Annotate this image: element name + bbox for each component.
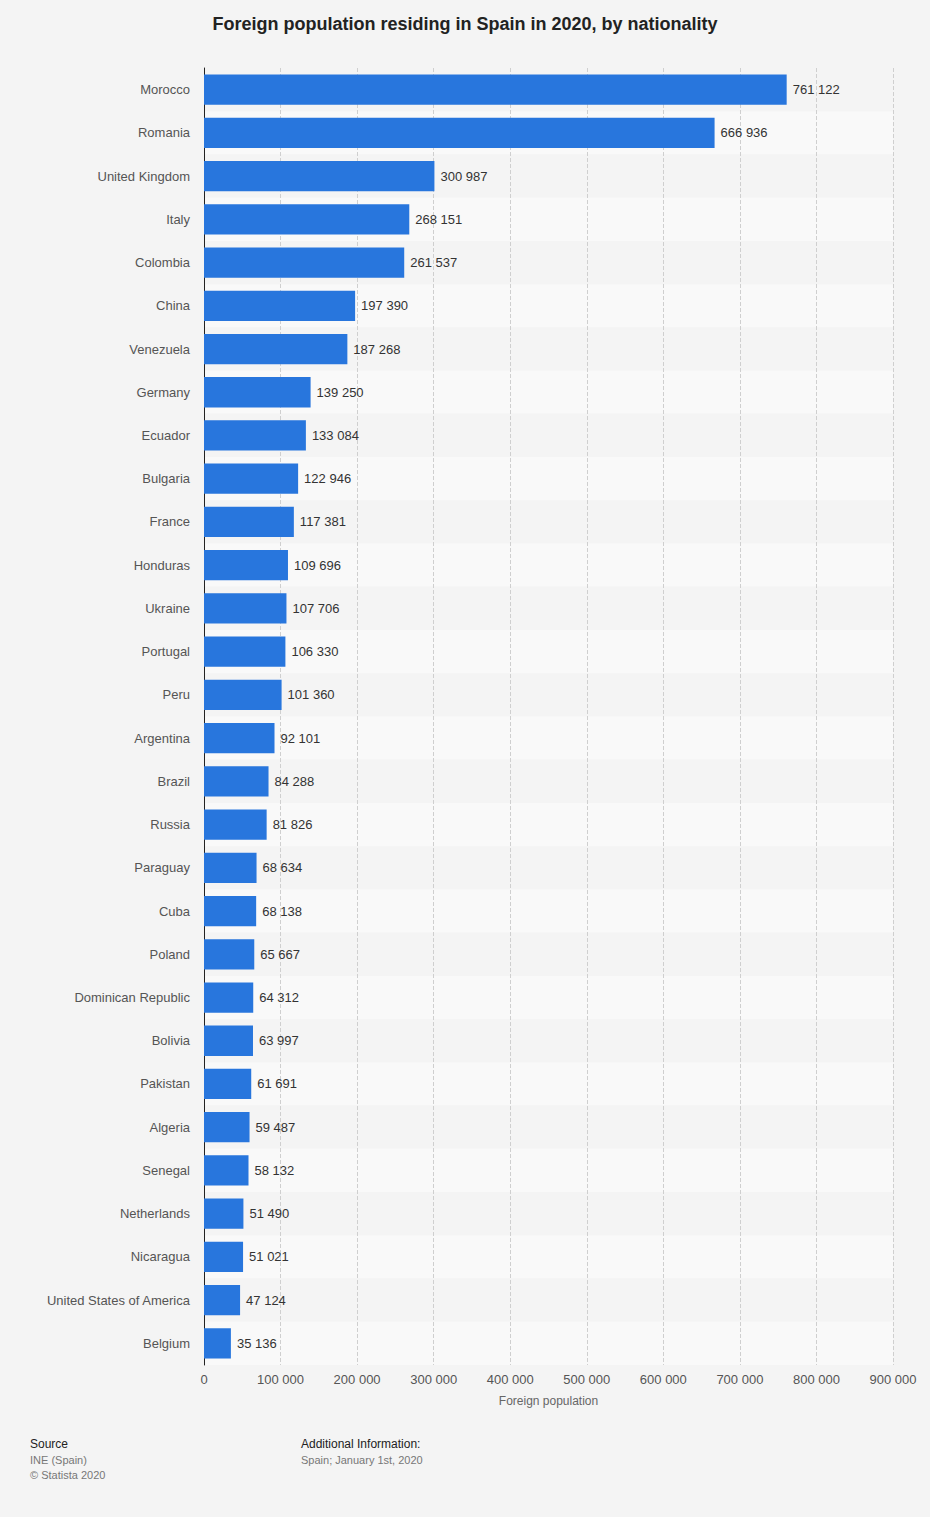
svg-text:268 151: 268 151 xyxy=(415,212,462,227)
svg-text:47 124: 47 124 xyxy=(246,1293,286,1308)
svg-text:China: China xyxy=(156,298,191,313)
svg-text:300 987: 300 987 xyxy=(440,169,487,184)
svg-text:Bolivia: Bolivia xyxy=(152,1033,191,1048)
svg-text:Senegal: Senegal xyxy=(142,1163,190,1178)
svg-text:100 000: 100 000 xyxy=(257,1372,304,1387)
svg-text:United States of America: United States of America xyxy=(47,1293,191,1308)
svg-text:92 101: 92 101 xyxy=(281,731,321,746)
svg-text:Belgium: Belgium xyxy=(143,1336,190,1351)
svg-text:Bulgaria: Bulgaria xyxy=(142,471,190,486)
svg-text:Cuba: Cuba xyxy=(159,904,191,919)
svg-text:Germany: Germany xyxy=(137,385,191,400)
svg-text:64 312: 64 312 xyxy=(259,990,299,1005)
svg-text:68 138: 68 138 xyxy=(262,904,302,919)
svg-text:59 487: 59 487 xyxy=(256,1120,296,1135)
svg-text:Poland: Poland xyxy=(150,947,190,962)
svg-text:Argentina: Argentina xyxy=(134,731,190,746)
svg-text:Honduras: Honduras xyxy=(134,558,191,573)
svg-text:Netherlands: Netherlands xyxy=(120,1206,191,1221)
svg-text:Ukraine: Ukraine xyxy=(145,601,190,616)
svg-text:133 084: 133 084 xyxy=(312,428,359,443)
svg-text:0: 0 xyxy=(200,1372,207,1387)
svg-text:Morocco: Morocco xyxy=(140,82,190,97)
svg-text:68 634: 68 634 xyxy=(263,860,303,875)
svg-text:109 696: 109 696 xyxy=(294,558,341,573)
svg-text:900 000: 900 000 xyxy=(870,1372,917,1387)
svg-text:INE (Spain): INE (Spain) xyxy=(30,1454,87,1466)
svg-text:Portugal: Portugal xyxy=(142,644,191,659)
svg-text:84 288: 84 288 xyxy=(275,774,315,789)
svg-text:35 136: 35 136 xyxy=(237,1336,277,1351)
svg-text:51 021: 51 021 xyxy=(249,1249,289,1264)
svg-text:63 997: 63 997 xyxy=(259,1033,299,1048)
svg-text:200 000: 200 000 xyxy=(334,1372,381,1387)
svg-text:61 691: 61 691 xyxy=(257,1076,297,1091)
svg-text:58 132: 58 132 xyxy=(255,1163,295,1178)
svg-text:600 000: 600 000 xyxy=(640,1372,687,1387)
svg-text:300 000: 300 000 xyxy=(410,1372,457,1387)
svg-text:Brazil: Brazil xyxy=(157,774,190,789)
svg-text:Pakistan: Pakistan xyxy=(140,1076,190,1091)
svg-text:Peru: Peru xyxy=(163,687,190,702)
svg-text:107 706: 107 706 xyxy=(292,601,339,616)
svg-text:Foreign population residing in: Foreign population residing in Spain in … xyxy=(212,14,717,34)
svg-text:Paraguay: Paraguay xyxy=(134,860,190,875)
svg-text:106 330: 106 330 xyxy=(291,644,338,659)
svg-text:Russia: Russia xyxy=(150,817,191,832)
svg-text:United Kingdom: United Kingdom xyxy=(98,169,191,184)
svg-text:65 667: 65 667 xyxy=(260,947,300,962)
svg-text:101 360: 101 360 xyxy=(288,687,335,702)
svg-text:122 946: 122 946 xyxy=(304,471,351,486)
svg-text:Foreign population: Foreign population xyxy=(499,1394,598,1408)
svg-text:187 268: 187 268 xyxy=(353,342,400,357)
svg-text:117 381: 117 381 xyxy=(300,514,346,529)
svg-text:Source: Source xyxy=(30,1437,68,1451)
svg-text:500 000: 500 000 xyxy=(563,1372,610,1387)
svg-text:261 537: 261 537 xyxy=(410,255,457,270)
svg-text:Colombia: Colombia xyxy=(135,255,191,270)
svg-text:France: France xyxy=(150,514,190,529)
svg-text:Algeria: Algeria xyxy=(150,1120,191,1135)
svg-text:666 936: 666 936 xyxy=(721,125,768,140)
svg-text:Venezuela: Venezuela xyxy=(129,342,190,357)
svg-text:Ecuador: Ecuador xyxy=(142,428,191,443)
svg-text:© Statista 2020: © Statista 2020 xyxy=(30,1469,105,1481)
svg-text:Italy: Italy xyxy=(166,212,190,227)
svg-text:Romania: Romania xyxy=(138,125,191,140)
svg-text:Dominican Republic: Dominican Republic xyxy=(74,990,190,1005)
svg-text:197 390: 197 390 xyxy=(361,298,408,313)
svg-text:761 122: 761 122 xyxy=(793,82,840,97)
svg-text:800 000: 800 000 xyxy=(793,1372,840,1387)
svg-text:Nicaragua: Nicaragua xyxy=(131,1249,191,1264)
svg-text:51 490: 51 490 xyxy=(249,1206,289,1221)
svg-text:Additional Information:: Additional Information: xyxy=(301,1437,420,1451)
svg-text:139 250: 139 250 xyxy=(317,385,364,400)
svg-text:700 000: 700 000 xyxy=(716,1372,763,1387)
svg-text:Spain; January 1st, 2020: Spain; January 1st, 2020 xyxy=(301,1454,423,1466)
svg-text:400 000: 400 000 xyxy=(487,1372,534,1387)
svg-text:81 826: 81 826 xyxy=(273,817,313,832)
